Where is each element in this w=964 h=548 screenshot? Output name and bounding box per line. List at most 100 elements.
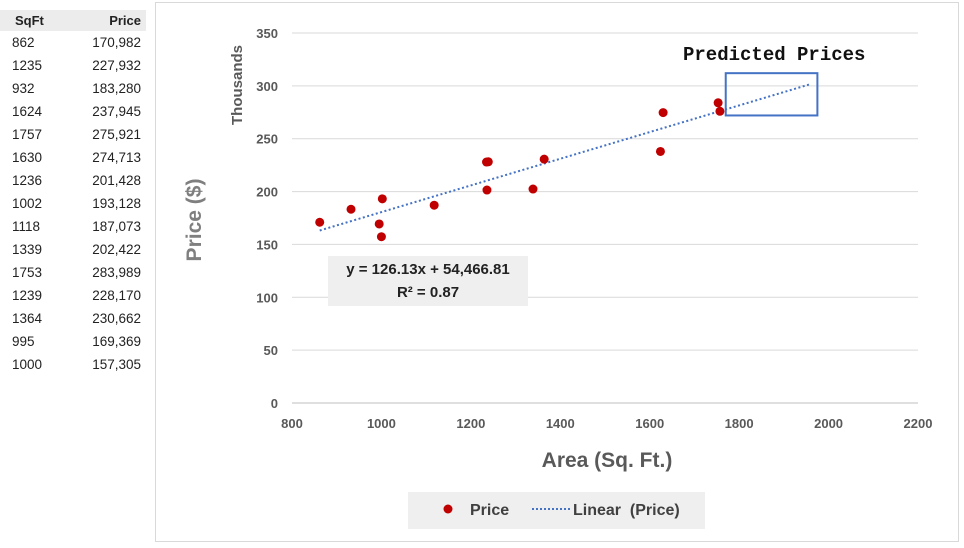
table-body: 862 170,982 1235 227,932 932 183,280 1624 237,9… — [0, 31, 146, 376]
data-point — [539, 154, 549, 164]
table-row: 1236 201,428 — [0, 169, 146, 192]
cell-price: 274,713 — [92, 150, 141, 165]
y-tick-labels: 0 50 100 150 200 250 300 350 — [256, 26, 278, 411]
cell-sqft: 1630 — [12, 150, 43, 165]
data-point — [528, 184, 538, 194]
table-row: 1118 187,073 — [0, 215, 146, 238]
table-row: 1753 283,989 — [0, 261, 146, 284]
x-tick-label: 1200 — [456, 416, 485, 431]
legend-label-linear: Linear (Price) — [573, 502, 680, 519]
cell-sqft: 1118 — [12, 219, 41, 234]
data-point — [655, 146, 665, 156]
column-header-price: Price — [60, 10, 146, 31]
data-point — [346, 204, 356, 214]
y-tick-label: 50 — [264, 343, 278, 358]
legend-marker-price — [443, 504, 453, 514]
cell-sqft: 862 — [12, 35, 35, 50]
predicted-prices-annotation: Predicted Prices — [683, 44, 865, 66]
y-units-label: Thousands — [229, 45, 246, 125]
data-point — [715, 106, 725, 116]
x-tick-label: 2000 — [814, 416, 843, 431]
legend-label-price: Price — [470, 502, 509, 519]
cell-price: 202,422 — [92, 242, 141, 257]
table-row: 862 170,982 — [0, 31, 146, 54]
data-point — [482, 185, 492, 195]
cell-price: 169,369 — [92, 334, 141, 349]
data-point — [315, 217, 325, 227]
x-tick-labels: 800 1000 1200 1400 1600 1800 2000 2200 — [281, 416, 932, 431]
cell-price: 201,428 — [92, 173, 141, 188]
cell-sqft: 932 — [12, 81, 35, 96]
equation-box — [328, 256, 528, 306]
table-row: 1757 275,921 — [0, 123, 146, 146]
data-table: SqFt Price 862 170,982 1235 227,932 932 183,2… — [0, 10, 146, 376]
cell-price: 275,921 — [92, 127, 141, 142]
x-axis-title: Area (Sq. Ft.) — [542, 449, 673, 472]
scatter-chart: 0 50 100 150 200 250 300 350 800 1000 1200 1400 160… — [183, 26, 932, 529]
cell-sqft: 1624 — [12, 104, 43, 119]
data-point — [713, 98, 723, 108]
legend: Price Linear (Price) — [408, 492, 705, 529]
y-axis-title: Price ($) — [183, 179, 206, 262]
cell-price: 183,280 — [92, 81, 141, 96]
table-row: 1364 230,662 — [0, 307, 146, 330]
data-point — [377, 194, 387, 204]
data-point — [429, 200, 439, 210]
table-row: 1624 237,945 — [0, 100, 146, 123]
cell-price: 228,170 — [92, 288, 141, 303]
data-point — [374, 219, 384, 229]
trendline-group — [319, 83, 811, 232]
data-points — [315, 98, 725, 242]
x-tick-label: 1800 — [725, 416, 754, 431]
y-tick-label: 150 — [256, 237, 278, 252]
table-row: 1000 157,305 — [0, 353, 146, 376]
cell-sqft: 1235 — [12, 58, 43, 73]
table-row: 932 183,280 — [0, 77, 146, 100]
cell-sqft: 995 — [12, 334, 35, 349]
linear-trendline — [319, 83, 811, 232]
cell-sqft: 1239 — [12, 288, 43, 303]
table-row: 1630 274,713 — [0, 146, 146, 169]
cell-price: 193,128 — [92, 196, 141, 211]
column-header-sqft: SqFt — [0, 10, 60, 31]
table-row: 1002 193,128 — [0, 192, 146, 215]
cell-sqft: 1339 — [12, 242, 43, 257]
y-tick-label: 350 — [256, 26, 278, 41]
r-squared-label: R² = 0.87 — [397, 284, 459, 301]
cell-price: 187,073 — [92, 219, 141, 234]
cell-price: 237,945 — [92, 104, 141, 119]
cell-sqft: 1364 — [12, 311, 43, 326]
y-tick-label: 0 — [271, 396, 278, 411]
table-row: 1235 227,932 — [0, 54, 146, 77]
cell-price: 157,305 — [92, 357, 141, 372]
cell-sqft: 1757 — [12, 127, 43, 142]
y-tick-label: 250 — [256, 132, 278, 147]
cell-sqft: 1000 — [12, 357, 43, 372]
predicted-box — [724, 72, 819, 117]
legend-background — [408, 492, 705, 529]
x-tick-label: 1400 — [546, 416, 575, 431]
cell-price: 170,982 — [92, 35, 141, 50]
chart-frame: 0 50 100 150 200 250 300 350 800 1000 1200 1400 160… — [155, 2, 959, 542]
table-header-row: SqFt Price — [0, 10, 146, 31]
y-tick-label: 100 — [256, 290, 278, 305]
data-point — [376, 232, 386, 242]
x-tick-label: 1000 — [367, 416, 396, 431]
table-row: 995 169,369 — [0, 330, 146, 353]
data-point — [483, 157, 493, 167]
table-row: 1339 202,422 — [0, 238, 146, 261]
cell-price: 283,989 — [92, 265, 141, 280]
cell-sqft: 1236 — [12, 173, 43, 188]
cell-price: 230,662 — [92, 311, 141, 326]
y-tick-label: 200 — [256, 185, 278, 200]
table-row: 1239 228,170 — [0, 284, 146, 307]
gridlines — [292, 32, 918, 404]
x-tick-label: 2200 — [904, 416, 933, 431]
y-tick-label: 300 — [256, 79, 278, 94]
data-point — [658, 108, 668, 118]
regression-equation: y = 126.13x + 54,466.81 — [346, 261, 509, 278]
cell-sqft: 1002 — [12, 196, 43, 211]
x-tick-label: 800 — [281, 416, 303, 431]
x-tick-label: 1600 — [635, 416, 664, 431]
cell-price: 227,932 — [92, 58, 141, 73]
